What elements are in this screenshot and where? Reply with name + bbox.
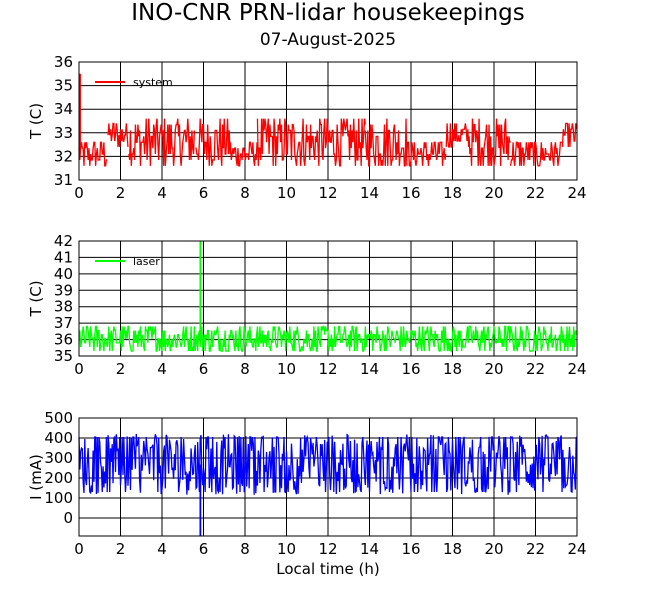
x-tick-label: 2 xyxy=(116,360,126,378)
x-tick-label: 18 xyxy=(443,360,462,378)
x-tick-label: 10 xyxy=(277,184,296,202)
x-tick-label: 12 xyxy=(318,360,337,378)
x-tick-label: 24 xyxy=(567,184,586,202)
x-tick-label: 24 xyxy=(567,360,586,378)
x-tick-label: 16 xyxy=(401,184,420,202)
y-tick-label: 42 xyxy=(54,232,73,250)
y-axis-label: T (C) xyxy=(27,103,45,140)
x-tick-label: 20 xyxy=(484,540,503,558)
x-tick-label: 8 xyxy=(240,360,250,378)
y-tick-label: 37 xyxy=(54,314,73,332)
y-tick-label: 36 xyxy=(54,331,73,349)
x-tick-label: 8 xyxy=(240,184,250,202)
x-tick-label: 18 xyxy=(443,184,462,202)
y-tick-label: 100 xyxy=(44,489,73,507)
x-tick-label: 16 xyxy=(401,360,420,378)
y-tick-label: 35 xyxy=(54,77,73,95)
y-tick-label: 41 xyxy=(54,248,73,266)
y-tick-label: 500 xyxy=(44,409,73,427)
y-tick-label: 36 xyxy=(54,53,73,71)
figure-title: INO-CNR PRN-lidar housekeepings xyxy=(131,0,525,26)
x-tick-label: 20 xyxy=(484,360,503,378)
x-axis-label: Local time (h) xyxy=(276,560,380,578)
y-axis-label: T (C) xyxy=(27,280,45,317)
series-line xyxy=(78,118,578,167)
y-tick-label: 200 xyxy=(44,469,73,487)
x-tick-label: 8 xyxy=(240,540,250,558)
x-tick-label: 14 xyxy=(360,540,379,558)
y-tick-label: 0 xyxy=(63,509,73,527)
x-tick-label: 6 xyxy=(199,184,209,202)
x-tick-label: 0 xyxy=(74,360,84,378)
x-tick-label: 22 xyxy=(526,360,545,378)
figure-subtitle: 07-August-2025 xyxy=(260,30,396,50)
x-tick-label: 18 xyxy=(443,540,462,558)
y-tick-label: 400 xyxy=(44,429,73,447)
x-tick-label: 4 xyxy=(157,540,167,558)
x-tick-label: 14 xyxy=(360,184,379,202)
y-tick-label: 33 xyxy=(54,124,73,142)
x-tick-label: 16 xyxy=(401,540,420,558)
y-tick-label: 300 xyxy=(44,449,73,467)
x-tick-label: 0 xyxy=(74,540,84,558)
x-tick-label: 20 xyxy=(484,184,503,202)
x-tick-label: 22 xyxy=(526,184,545,202)
x-tick-label: 12 xyxy=(318,184,337,202)
x-tick-label: 2 xyxy=(116,184,126,202)
legend-label: system xyxy=(133,76,173,89)
series-current xyxy=(78,433,578,536)
x-tick-label: 6 xyxy=(199,540,209,558)
y-axis-label: I (mA) xyxy=(27,454,45,500)
y-tick-label: 39 xyxy=(54,281,73,299)
x-tick-label: 10 xyxy=(277,360,296,378)
x-tick-label: 12 xyxy=(318,540,337,558)
y-tick-label: 40 xyxy=(54,265,73,283)
y-tick-label: 35 xyxy=(54,347,73,365)
y-tick-label: 31 xyxy=(54,171,73,189)
y-tick-label: 38 xyxy=(54,298,73,316)
x-tick-label: 6 xyxy=(199,360,209,378)
x-tick-label: 22 xyxy=(526,540,545,558)
x-tick-label: 4 xyxy=(157,360,167,378)
y-tick-label: 34 xyxy=(54,100,73,118)
y-tick-label: 32 xyxy=(54,147,73,165)
legend-label: laser xyxy=(133,255,160,268)
series-line xyxy=(78,433,578,495)
x-tick-label: 24 xyxy=(567,540,586,558)
x-tick-label: 0 xyxy=(74,184,84,202)
series-system xyxy=(78,73,578,167)
x-tick-label: 10 xyxy=(277,540,296,558)
x-tick-label: 14 xyxy=(360,360,379,378)
x-tick-label: 2 xyxy=(116,540,126,558)
x-tick-label: 4 xyxy=(157,184,167,202)
